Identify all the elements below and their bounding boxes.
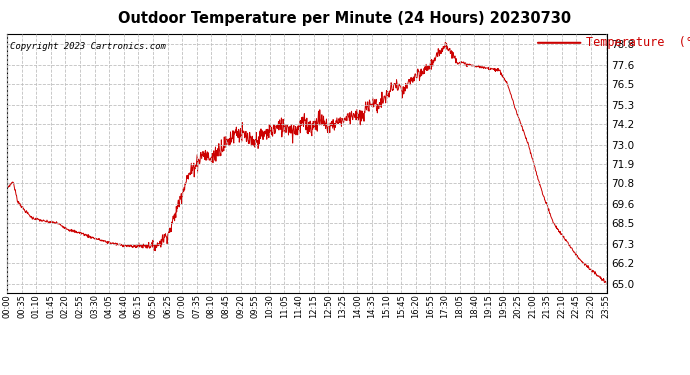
- Text: Outdoor Temperature per Minute (24 Hours) 20230730: Outdoor Temperature per Minute (24 Hours…: [119, 11, 571, 26]
- Text: Temperature  (°F): Temperature (°F): [586, 36, 690, 49]
- Text: Copyright 2023 Cartronics.com: Copyright 2023 Cartronics.com: [10, 42, 166, 51]
